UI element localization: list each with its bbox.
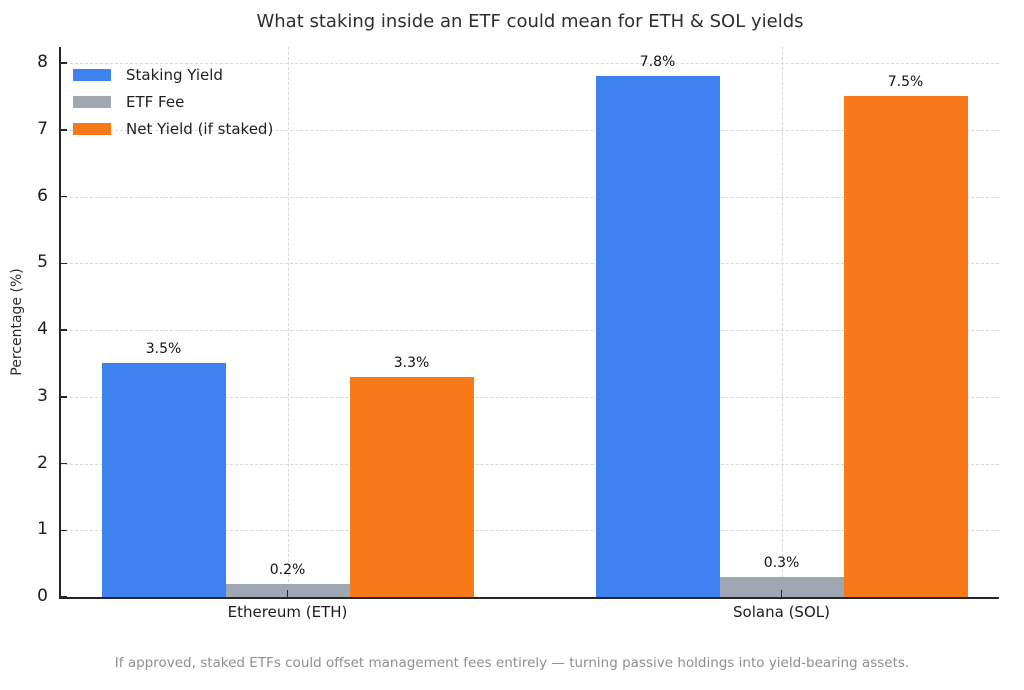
bar-value-label: 7.5% <box>887 74 924 91</box>
legend-label: Staking Yield <box>126 65 223 84</box>
legend-label: ETF Fee <box>126 92 185 111</box>
bar-net-yield-if-staked--0 <box>349 376 474 597</box>
bar-value-label: 7.8% <box>639 54 676 71</box>
y-tickmark-8 <box>61 62 67 64</box>
gridline-x-0 <box>287 47 289 597</box>
gridline-y-4 <box>60 330 999 331</box>
y-tick-label: 1 <box>37 519 48 540</box>
gridline-y-3 <box>60 396 999 398</box>
bar-staking-yield-1 <box>595 76 720 597</box>
bar-staking-yield-0 <box>101 363 226 597</box>
chart-caption: If approved, staked ETFs could offset ma… <box>114 655 910 671</box>
y-tickmark-7 <box>61 129 67 131</box>
gridline-y-7 <box>60 129 999 131</box>
bar-value-label: 3.3% <box>393 354 430 371</box>
y-tickmark-5 <box>61 262 67 264</box>
y-axis-spine <box>59 47 61 599</box>
bar-value-label: 0.3% <box>763 554 800 571</box>
chart-title: What staking inside an ETF could mean fo… <box>256 11 804 32</box>
legend-item: Net Yield (if staked) <box>73 115 273 142</box>
legend: Staking Yield ETF Fee Net Yield (if staked… <box>73 61 273 142</box>
x-tick-label-0: Ethereum (ETH) <box>227 603 348 621</box>
bar-net-yield-if-staked--1 <box>843 96 968 597</box>
gridline-y-5 <box>60 263 999 265</box>
y-tickmark-6 <box>61 195 67 198</box>
gridline-y-1 <box>60 530 999 532</box>
y-tick-label: 5 <box>37 252 48 273</box>
y-tick-label: 7 <box>37 118 48 139</box>
bar-value-label: 0.2% <box>269 561 306 578</box>
x-axis-spine <box>59 597 999 599</box>
y-tick-label: 3 <box>37 385 48 406</box>
y-tick-label: 2 <box>37 452 48 473</box>
x-tickmark-0 <box>286 590 289 597</box>
x-tick-label-1: Solana (SOL) <box>733 603 830 621</box>
legend-item: ETF Fee <box>73 88 273 115</box>
legend-swatch-icon <box>73 68 111 81</box>
y-tick-label: 4 <box>37 319 48 339</box>
gridline-y-6 <box>60 196 999 198</box>
gridline-y-2 <box>60 463 999 465</box>
gridline-x-1 <box>781 47 783 597</box>
y-tickmark-3 <box>61 396 67 398</box>
y-tickmark-1 <box>61 529 67 531</box>
legend-item: Staking Yield <box>73 61 273 88</box>
gridline-y-8 <box>60 63 999 64</box>
y-tickmark-4 <box>61 329 67 331</box>
y-tick-label: 6 <box>37 185 48 206</box>
bar-etf-fee-1 <box>719 576 844 597</box>
y-tickmark-0 <box>61 596 67 598</box>
legend-label: Net Yield (if staked) <box>126 119 274 138</box>
y-tick-label: 0 <box>37 586 48 606</box>
legend-swatch-icon <box>73 95 111 108</box>
x-tickmark-1 <box>780 590 783 597</box>
bar-value-label: 3.5% <box>145 341 182 358</box>
legend-swatch-icon <box>73 122 111 135</box>
y-tickmark-2 <box>61 462 67 465</box>
y-tick-label: 8 <box>37 52 48 72</box>
